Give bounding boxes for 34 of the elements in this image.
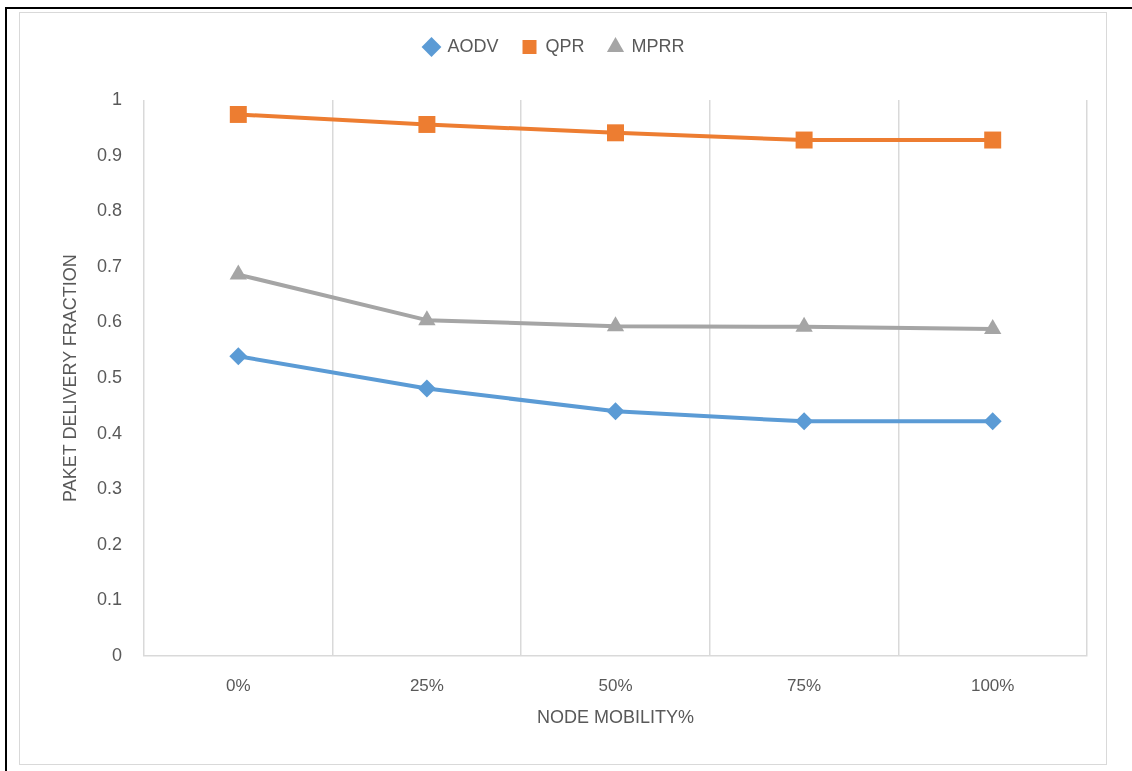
legend-label: AODV bbox=[447, 35, 499, 56]
x-tick-label: 100% bbox=[970, 675, 1015, 695]
legend-label: QPR bbox=[545, 35, 585, 56]
y-tick-label: 0.1 bbox=[96, 589, 122, 610]
point bbox=[607, 124, 624, 142]
x-tick-label: 25% bbox=[409, 675, 444, 695]
y-tick-label: 0.9 bbox=[96, 144, 122, 165]
point bbox=[606, 402, 625, 421]
y-axis-title: PAKET DELIVERY FRACTION bbox=[59, 254, 80, 502]
y-tick-label: 0.3 bbox=[96, 478, 122, 499]
y-tick-label: 0 bbox=[111, 644, 122, 665]
legend-label: MPRR bbox=[631, 35, 685, 56]
point bbox=[984, 131, 1002, 149]
y-tick-label: 1 bbox=[111, 88, 122, 109]
point bbox=[795, 131, 813, 149]
y-tick-label: 0.7 bbox=[96, 255, 122, 276]
point bbox=[229, 105, 247, 123]
point bbox=[418, 310, 436, 326]
point bbox=[795, 412, 814, 431]
point bbox=[606, 316, 625, 332]
x-tick-label: 50% bbox=[598, 675, 633, 695]
point bbox=[983, 412, 1002, 431]
y-tick-label: 0.5 bbox=[96, 366, 122, 387]
point bbox=[984, 319, 1002, 335]
point bbox=[418, 115, 436, 133]
point bbox=[417, 379, 436, 398]
point bbox=[229, 347, 248, 366]
x-axis-title: NODE MOBILITY% bbox=[536, 707, 695, 728]
y-tick-label: 0.4 bbox=[96, 422, 122, 443]
x-tick-label: 75% bbox=[787, 675, 822, 695]
y-tick-label: 0.6 bbox=[96, 311, 122, 332]
x-tick-label: 0% bbox=[226, 675, 251, 695]
y-tick-label: 0.2 bbox=[96, 533, 122, 554]
y-tick-label: 0.8 bbox=[96, 200, 122, 221]
